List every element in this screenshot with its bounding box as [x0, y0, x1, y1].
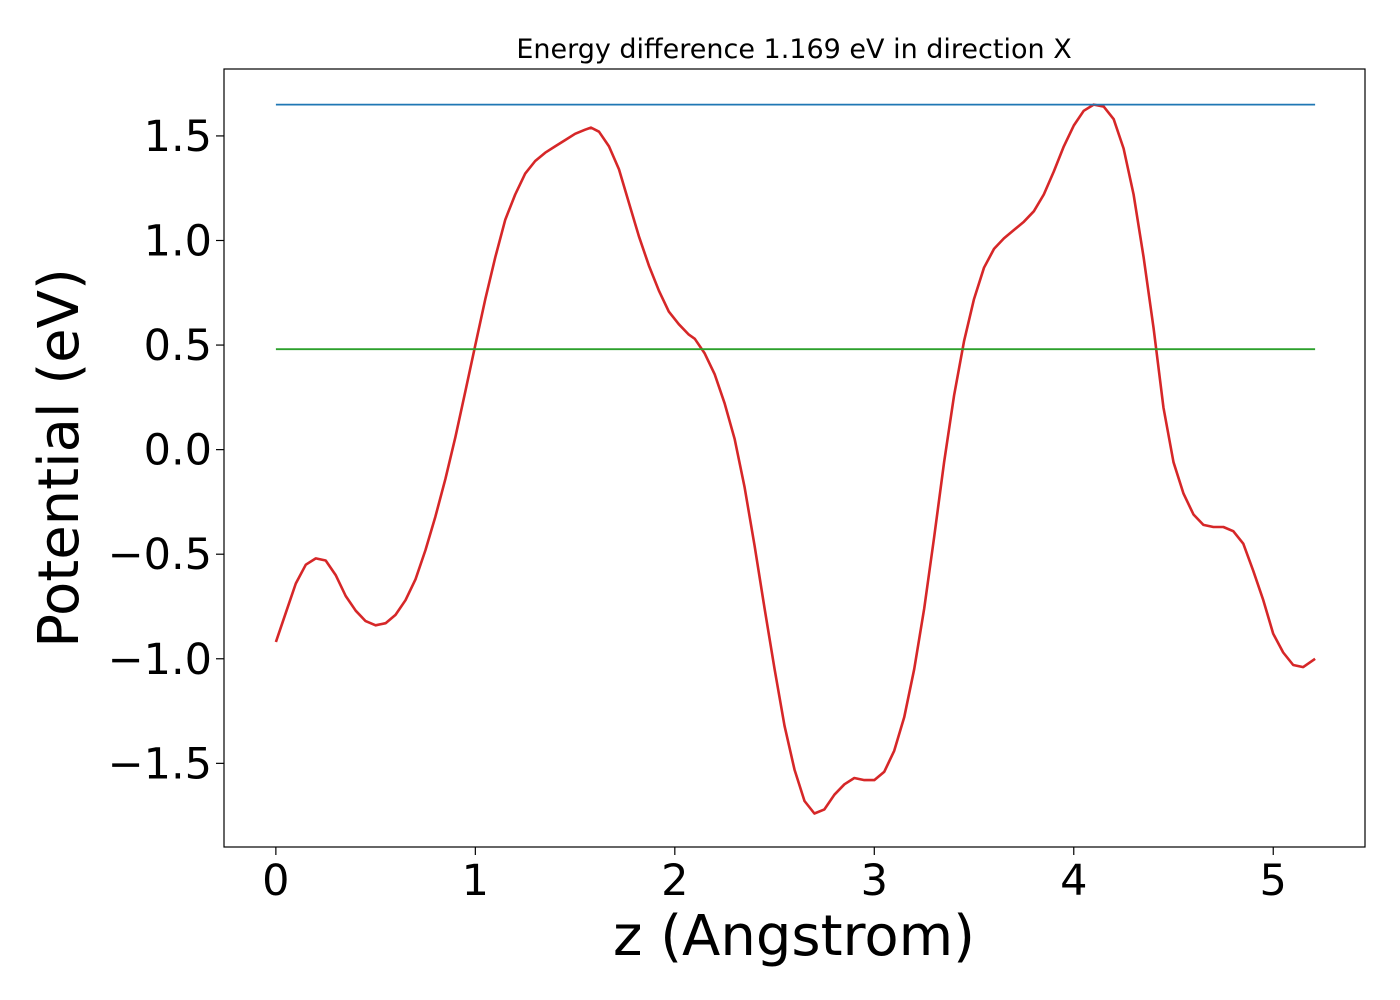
y-tick-label: 0.5	[144, 321, 212, 371]
y-tick-label: 0.0	[144, 426, 212, 476]
chart-title: Energy difference 1.169 eV in direction …	[516, 34, 1071, 65]
x-tick-label: 3	[861, 856, 888, 906]
x-tick-label: 1	[462, 856, 489, 906]
y-tick-label: 1.0	[144, 216, 212, 266]
y-axis: −1.5 −1.0 −0.5 0.0 0.5 1.0 1.5	[108, 112, 224, 789]
x-axis: 0 1 2 3 4 5	[262, 847, 1287, 906]
plot-area	[274, 103, 1316, 815]
y-tick-label: −1.5	[108, 739, 212, 789]
series-line-0	[274, 103, 1316, 815]
x-axis-label: z (Angstrom)	[613, 904, 975, 969]
y-tick-label: −1.0	[108, 635, 212, 685]
plot-frame	[223, 68, 1366, 848]
x-tick-label: 0	[262, 856, 289, 906]
y-tick-label: 1.5	[144, 112, 212, 162]
x-tick-label: 2	[661, 856, 688, 906]
x-tick-label: 4	[1060, 856, 1087, 906]
y-tick-label: −0.5	[108, 530, 212, 580]
x-tick-label: 5	[1260, 856, 1287, 906]
y-axis-label: Potential (eV)	[27, 268, 92, 648]
